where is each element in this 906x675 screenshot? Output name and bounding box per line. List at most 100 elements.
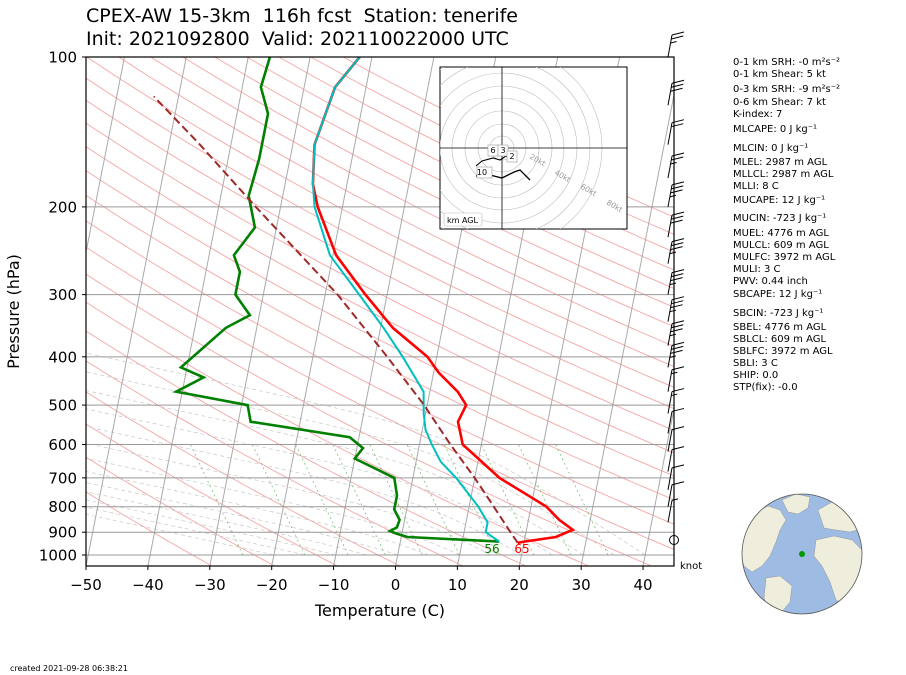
- index-line: STP(fix): -0.0: [733, 382, 798, 393]
- wind-barb-half: [669, 251, 677, 255]
- wind-barb-flag: [671, 152, 685, 157]
- wind-barb-flag: [671, 119, 685, 124]
- hodograph-height-label: 6: [490, 146, 495, 155]
- moist-adiabat: [86, 482, 398, 556]
- x-axis-label: Temperature (C): [314, 601, 445, 620]
- wind-barb-flag: [671, 464, 685, 469]
- dewpoint-profile: [172, 57, 500, 543]
- wind-barb-half: [670, 162, 677, 165]
- wind-barb-staff: [667, 500, 673, 523]
- mixing-ratio-line: [518, 444, 572, 556]
- wind-barb-flag: [671, 31, 685, 36]
- wind-barb: [667, 446, 685, 472]
- x-tick-label: −10: [318, 576, 350, 594]
- hodograph-label-box: [443, 212, 483, 227]
- y-tick-label: 200: [48, 198, 77, 216]
- isotherm: [580, 92, 674, 566]
- wind-barb-flag: [671, 388, 685, 393]
- wind-barb-flag: [671, 300, 684, 305]
- x-tick-label: 30: [572, 576, 591, 594]
- x-tick-label: 10: [448, 576, 467, 594]
- wind-barb-flag: [670, 328, 683, 333]
- index-line: MULCL: 609 m AGL: [733, 240, 829, 251]
- index-line: SBLI: 3 C: [733, 358, 778, 369]
- dry-adiabat: [86, 194, 674, 501]
- wind-barb-staff: [667, 155, 673, 179]
- x-tick-label: 20: [510, 576, 529, 594]
- wind-barb-flag: [671, 242, 684, 247]
- wind-barb-flag: [670, 349, 683, 354]
- wind-barb-half: [669, 282, 677, 286]
- wind-barb-flag: [671, 481, 685, 486]
- wind-barb-flag: [671, 185, 684, 190]
- wind-barb-flag: [671, 156, 684, 161]
- isotherm: [271, 57, 373, 566]
- wind-barb-flag: [671, 324, 684, 329]
- wind-barb-flag: [671, 215, 684, 220]
- wind-barb-half: [671, 371, 678, 375]
- isotherm: [642, 406, 674, 566]
- dry-adiabat: [150, 57, 674, 328]
- wind-barb: [667, 152, 685, 179]
- location-globe: [741, 493, 863, 615]
- isotherm: [147, 57, 249, 566]
- wind-barb-staff: [667, 411, 673, 434]
- wind-barb-flag: [671, 407, 685, 412]
- y-tick-label: 500: [48, 397, 77, 415]
- wind-barb-staff: [667, 122, 673, 145]
- wind-barb-flag: [670, 277, 683, 282]
- dry-adiabat: [86, 360, 463, 566]
- index-line: MULFC: 3972 m AGL: [733, 252, 836, 263]
- wind-barb: [667, 407, 685, 434]
- index-line: SBCIN: -723 J kg⁻¹: [733, 308, 824, 319]
- index-line: MLLI: 8 C: [733, 181, 779, 192]
- dry-adiabat: [214, 57, 674, 289]
- wind-barb-staff: [667, 467, 673, 490]
- index-line: 0-1 km SRH: -0 m²s⁻²: [733, 57, 840, 68]
- hodograph-height-box: [476, 166, 493, 179]
- chart-title-line2: Init: 2021092800 Valid: 202110022000 UTC: [86, 28, 509, 50]
- wind-barb-staff: [667, 484, 673, 507]
- wind-barb: [667, 366, 685, 392]
- index-line: 0-1 km Shear: 5 kt: [733, 69, 826, 80]
- index-line: MLLCL: 2987 m AGL: [733, 169, 834, 180]
- wind-barb-flag: [671, 296, 685, 301]
- y-tick-label: 900: [48, 524, 77, 542]
- index-line: MLCAPE: 0 J kg⁻¹: [733, 124, 818, 135]
- x-tick-label: 40: [634, 576, 653, 594]
- wind-barb: [667, 320, 685, 346]
- wind-barb: [667, 119, 685, 145]
- moist-adiabat: [86, 390, 584, 556]
- created-timestamp: created 2021-09-28 06:38:21: [10, 664, 128, 673]
- wind-barb-staff: [667, 391, 673, 414]
- wind-barb-half: [669, 355, 677, 358]
- wind-barb-staff: [667, 323, 673, 346]
- moist-adiabat: [86, 352, 646, 556]
- dry-adiabat: [86, 456, 275, 566]
- globe-land-north-america: [742, 505, 787, 573]
- index-line: MLCIN: 0 J kg⁻¹: [733, 143, 809, 154]
- wind-barb-flag: [671, 123, 684, 128]
- dry-adiabat: [86, 330, 526, 566]
- wind-barb: [667, 388, 685, 414]
- isotherm: [86, 57, 187, 566]
- wind-barb: [667, 238, 685, 264]
- wind-barb-flag: [670, 304, 683, 309]
- dry-adiabat: [86, 122, 674, 431]
- wind-barb-flag: [671, 79, 685, 84]
- wind-barb-half: [671, 498, 679, 501]
- wind-barb-staff: [667, 429, 673, 452]
- y-axis-label: Pressure (hPa): [4, 254, 23, 369]
- index-line: SBCAPE: 12 J kg⁻¹: [733, 289, 823, 300]
- y-tick-label: 600: [48, 436, 77, 454]
- x-tick-label: −30: [194, 576, 226, 594]
- wind-barb-staff: [667, 184, 673, 208]
- wind-barb-staff: [667, 299, 673, 322]
- knot-label: knot: [680, 561, 702, 572]
- plot-frame: [85, 56, 675, 567]
- wind-barb: [667, 181, 685, 208]
- dry-adiabat: [86, 99, 674, 410]
- wind-barb-flag: [671, 211, 685, 216]
- x-tick-label: −40: [132, 576, 164, 594]
